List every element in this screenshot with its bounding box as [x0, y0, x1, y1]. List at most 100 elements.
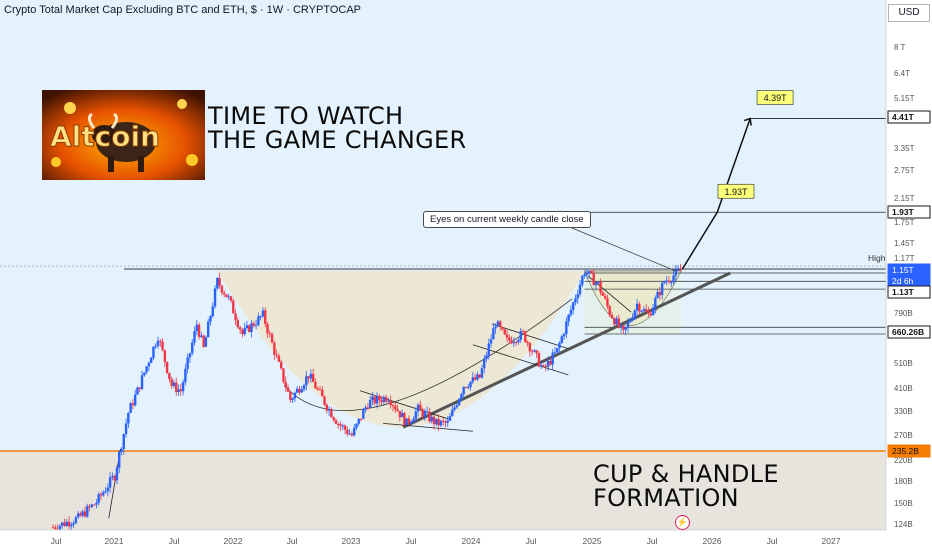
candle-body [264, 310, 267, 324]
candle-body [626, 322, 630, 328]
candle-body [65, 521, 68, 526]
y-tick-label: 270B [894, 431, 913, 440]
headline-bottom: CUP & HANDLE FORMATION [593, 462, 779, 510]
candle-body [138, 387, 141, 390]
candle-body [567, 314, 570, 322]
x-tick-label: 2025 [583, 536, 602, 546]
candle-body [225, 294, 228, 298]
lightning-icon[interactable]: ⚡ [675, 515, 690, 530]
candle-body [124, 423, 128, 435]
plot-background [0, 0, 886, 530]
candle-body [435, 418, 438, 425]
candle-body [432, 416, 436, 425]
candle-body [676, 269, 680, 271]
candle-body [421, 409, 424, 417]
y-tick-label: 1.75T [894, 218, 915, 227]
candle-body [277, 355, 281, 362]
candle-body [556, 348, 559, 353]
candle-body [204, 337, 208, 347]
flag-line [587, 275, 632, 313]
candle-body [143, 372, 146, 376]
candle-body [373, 396, 376, 404]
price-badge-text: 1.13T [892, 287, 915, 297]
candle-body [467, 387, 470, 389]
candle-body [234, 313, 237, 321]
candle-body [352, 427, 356, 436]
x-tick-label: Jul [647, 536, 658, 546]
candle-body [147, 362, 151, 367]
candle-body [410, 421, 413, 424]
candle-body [483, 358, 486, 369]
target-text: 4.39T [764, 93, 788, 103]
candle-body [250, 323, 253, 332]
price-badge [887, 325, 931, 339]
candle-body [58, 525, 62, 531]
candle-body [120, 449, 123, 452]
candle-body [553, 352, 557, 354]
candle-body [168, 373, 171, 380]
y-tick-label: 510B [894, 359, 913, 368]
candle-body [343, 425, 347, 430]
price-axis: 8 T 6.4T 5.15T 3.35T 2.75T 2.15T 1.75T 1.45T 1.1… [868, 0, 932, 550]
candle-body [485, 355, 488, 359]
candle-body [615, 318, 618, 325]
candle-body [257, 316, 260, 325]
candle-body [583, 274, 586, 277]
candle-body [298, 388, 301, 393]
x-tick-label: Jul [767, 536, 778, 546]
candle-body [318, 389, 322, 391]
x-tick-label: 2023 [342, 536, 361, 546]
candle-body [268, 333, 271, 335]
candle-body [295, 388, 299, 393]
candle-body [284, 381, 287, 388]
candle-body [587, 271, 591, 274]
y-tick-label: 1.45T [894, 239, 915, 248]
candle-body [544, 365, 548, 367]
annotation-callout[interactable]: Eyes on current weekly candle close [423, 211, 591, 228]
candle-body [658, 291, 662, 296]
flag-line [383, 423, 473, 432]
candle-body [289, 391, 292, 400]
candle-body [576, 294, 579, 299]
candle-body [145, 366, 148, 373]
candle-body [243, 327, 246, 335]
x-tick-label: 2022 [224, 536, 243, 546]
candle-body [323, 396, 326, 405]
altcoin-bull-thumbnail: Altcoin [42, 90, 205, 180]
candle-body [282, 368, 285, 382]
currency-scale-button[interactable]: USD [888, 4, 930, 22]
candle-body [211, 306, 214, 317]
candle-body [416, 404, 420, 412]
candle-body [259, 316, 262, 318]
price-badge [887, 110, 931, 124]
candle-body [232, 300, 235, 314]
x-tick-label: Jul [51, 536, 62, 546]
y-tick-label: 124B [894, 520, 913, 529]
y-tick-label: 220B [894, 456, 913, 465]
candle-body [644, 309, 648, 312]
candle-body [578, 284, 582, 295]
candle-body [571, 302, 575, 310]
candle-body [348, 433, 351, 435]
candle-body [213, 288, 217, 307]
candle-body [451, 409, 454, 417]
thumbnail-brand-text: Altcoin [50, 120, 160, 153]
candle-body [480, 368, 484, 378]
candle-body [608, 306, 611, 315]
rising-trendline [402, 271, 731, 429]
candle-body [512, 341, 516, 344]
candle-body [163, 350, 167, 362]
x-tick-label: Jul [526, 536, 537, 546]
candle-body [389, 400, 392, 406]
candle-body [505, 334, 509, 338]
candle-body [350, 433, 354, 436]
candle-body [464, 386, 468, 388]
candle-body [619, 325, 623, 327]
candle-body [254, 324, 258, 326]
candle-body [359, 418, 363, 420]
price-badge-text: 1.15T [892, 265, 914, 275]
candle-body [161, 341, 164, 351]
candle-body [667, 280, 671, 283]
candle-body [530, 351, 534, 353]
